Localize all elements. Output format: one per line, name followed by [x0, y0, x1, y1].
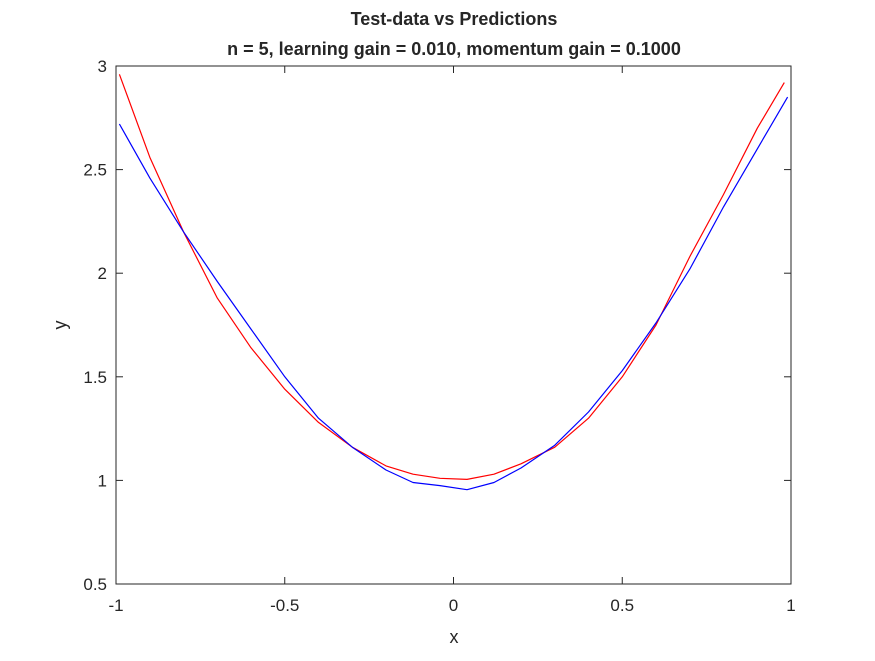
chart-subtitle: n = 5, learning gain = 0.010, momentum g…: [227, 39, 681, 59]
x-tick-label: -0.5: [270, 596, 299, 615]
plot-area: [116, 66, 791, 584]
x-tick-label: 0.5: [610, 596, 634, 615]
y-tick-label: 2: [98, 264, 107, 283]
chart-title: Test-data vs Predictions: [351, 9, 558, 29]
y-tick-label: 1.5: [83, 368, 107, 387]
series-layer: [118, 74, 789, 491]
x-tick-label: -1: [108, 596, 123, 615]
x-tick-label: 1: [786, 596, 795, 615]
series-line-2: [118, 96, 789, 491]
y-axis-label: y: [50, 321, 70, 330]
y-tick-label: 1: [98, 471, 107, 490]
y-tick-label: 3: [98, 57, 107, 76]
y-axis-ticks: 0.5 1 1.5 2 2.5 3: [83, 57, 791, 594]
y-tick-label: 0.5: [83, 575, 107, 594]
x-axis-ticks: -1 -0.5 0 0.5 1: [108, 66, 796, 615]
x-axis-label: x: [450, 627, 459, 647]
series-line-1: [118, 74, 785, 480]
x-tick-label: 0: [449, 596, 458, 615]
y-tick-label: 2.5: [83, 161, 107, 180]
